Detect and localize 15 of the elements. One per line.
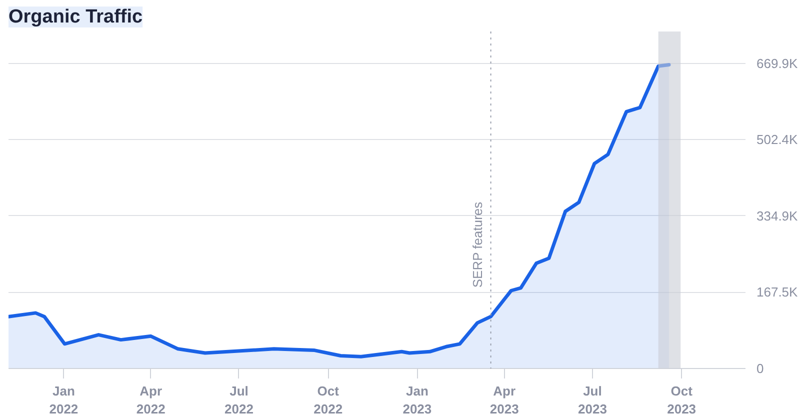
x-tick-label: Apr 2022 [136, 384, 166, 416]
x-tick-label: Jan 2023 [402, 384, 432, 416]
y-tick-label: 502.4K [756, 132, 798, 148]
x-tick-label: Oct 2022 [314, 384, 343, 416]
x-tick-label: Apr 2023 [490, 384, 519, 416]
x-tick-label: Oct 2023 [667, 384, 696, 416]
chart-title: Organic Traffic [8, 6, 144, 28]
x-tick-label: Jul 2022 [224, 384, 254, 416]
y-tick-label: 669.9K [756, 56, 798, 71]
x-tick-label: Jan 2022 [49, 384, 78, 416]
ref-line-label: SERP features [470, 201, 485, 288]
y-tick-label: 334.9K [756, 208, 798, 224]
y-tick-label: 0 [756, 361, 764, 376]
y-tick-label: 167.5K [756, 284, 798, 300]
x-tick-label: Jul 2023 [578, 384, 607, 416]
